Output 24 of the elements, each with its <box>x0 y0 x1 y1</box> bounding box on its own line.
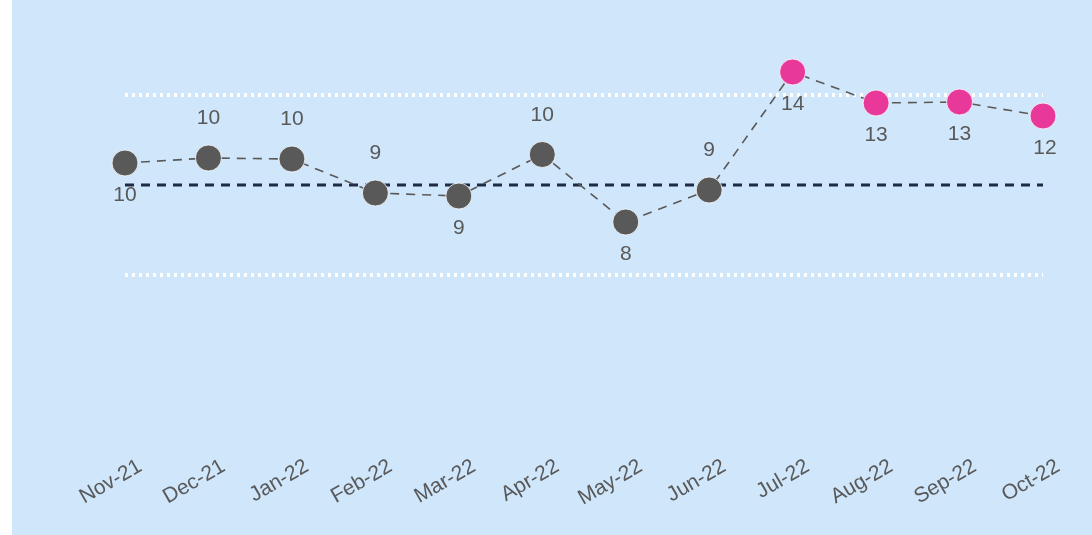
point <box>1029 102 1057 130</box>
point <box>862 89 890 117</box>
point <box>445 182 473 210</box>
point <box>612 208 640 236</box>
point <box>946 88 973 116</box>
point <box>278 145 306 173</box>
point <box>111 149 139 177</box>
data-label: 9 <box>703 137 716 160</box>
data-label: 10 <box>280 106 304 129</box>
data-label: 10 <box>196 105 221 128</box>
point <box>528 141 556 168</box>
data-label: 13 <box>864 122 888 145</box>
point <box>695 176 723 204</box>
point <box>361 179 389 207</box>
data-label: 13 <box>947 121 972 144</box>
data-label: 14 <box>780 91 805 114</box>
point <box>779 58 807 86</box>
data-label: 8 <box>619 241 632 264</box>
data-label: 9 <box>369 140 382 163</box>
data-label: 9 <box>452 215 465 238</box>
point <box>195 144 222 172</box>
data-label: 10 <box>530 101 554 125</box>
data-label: 12 <box>1033 135 1057 158</box>
data-label: 10 <box>113 182 137 205</box>
